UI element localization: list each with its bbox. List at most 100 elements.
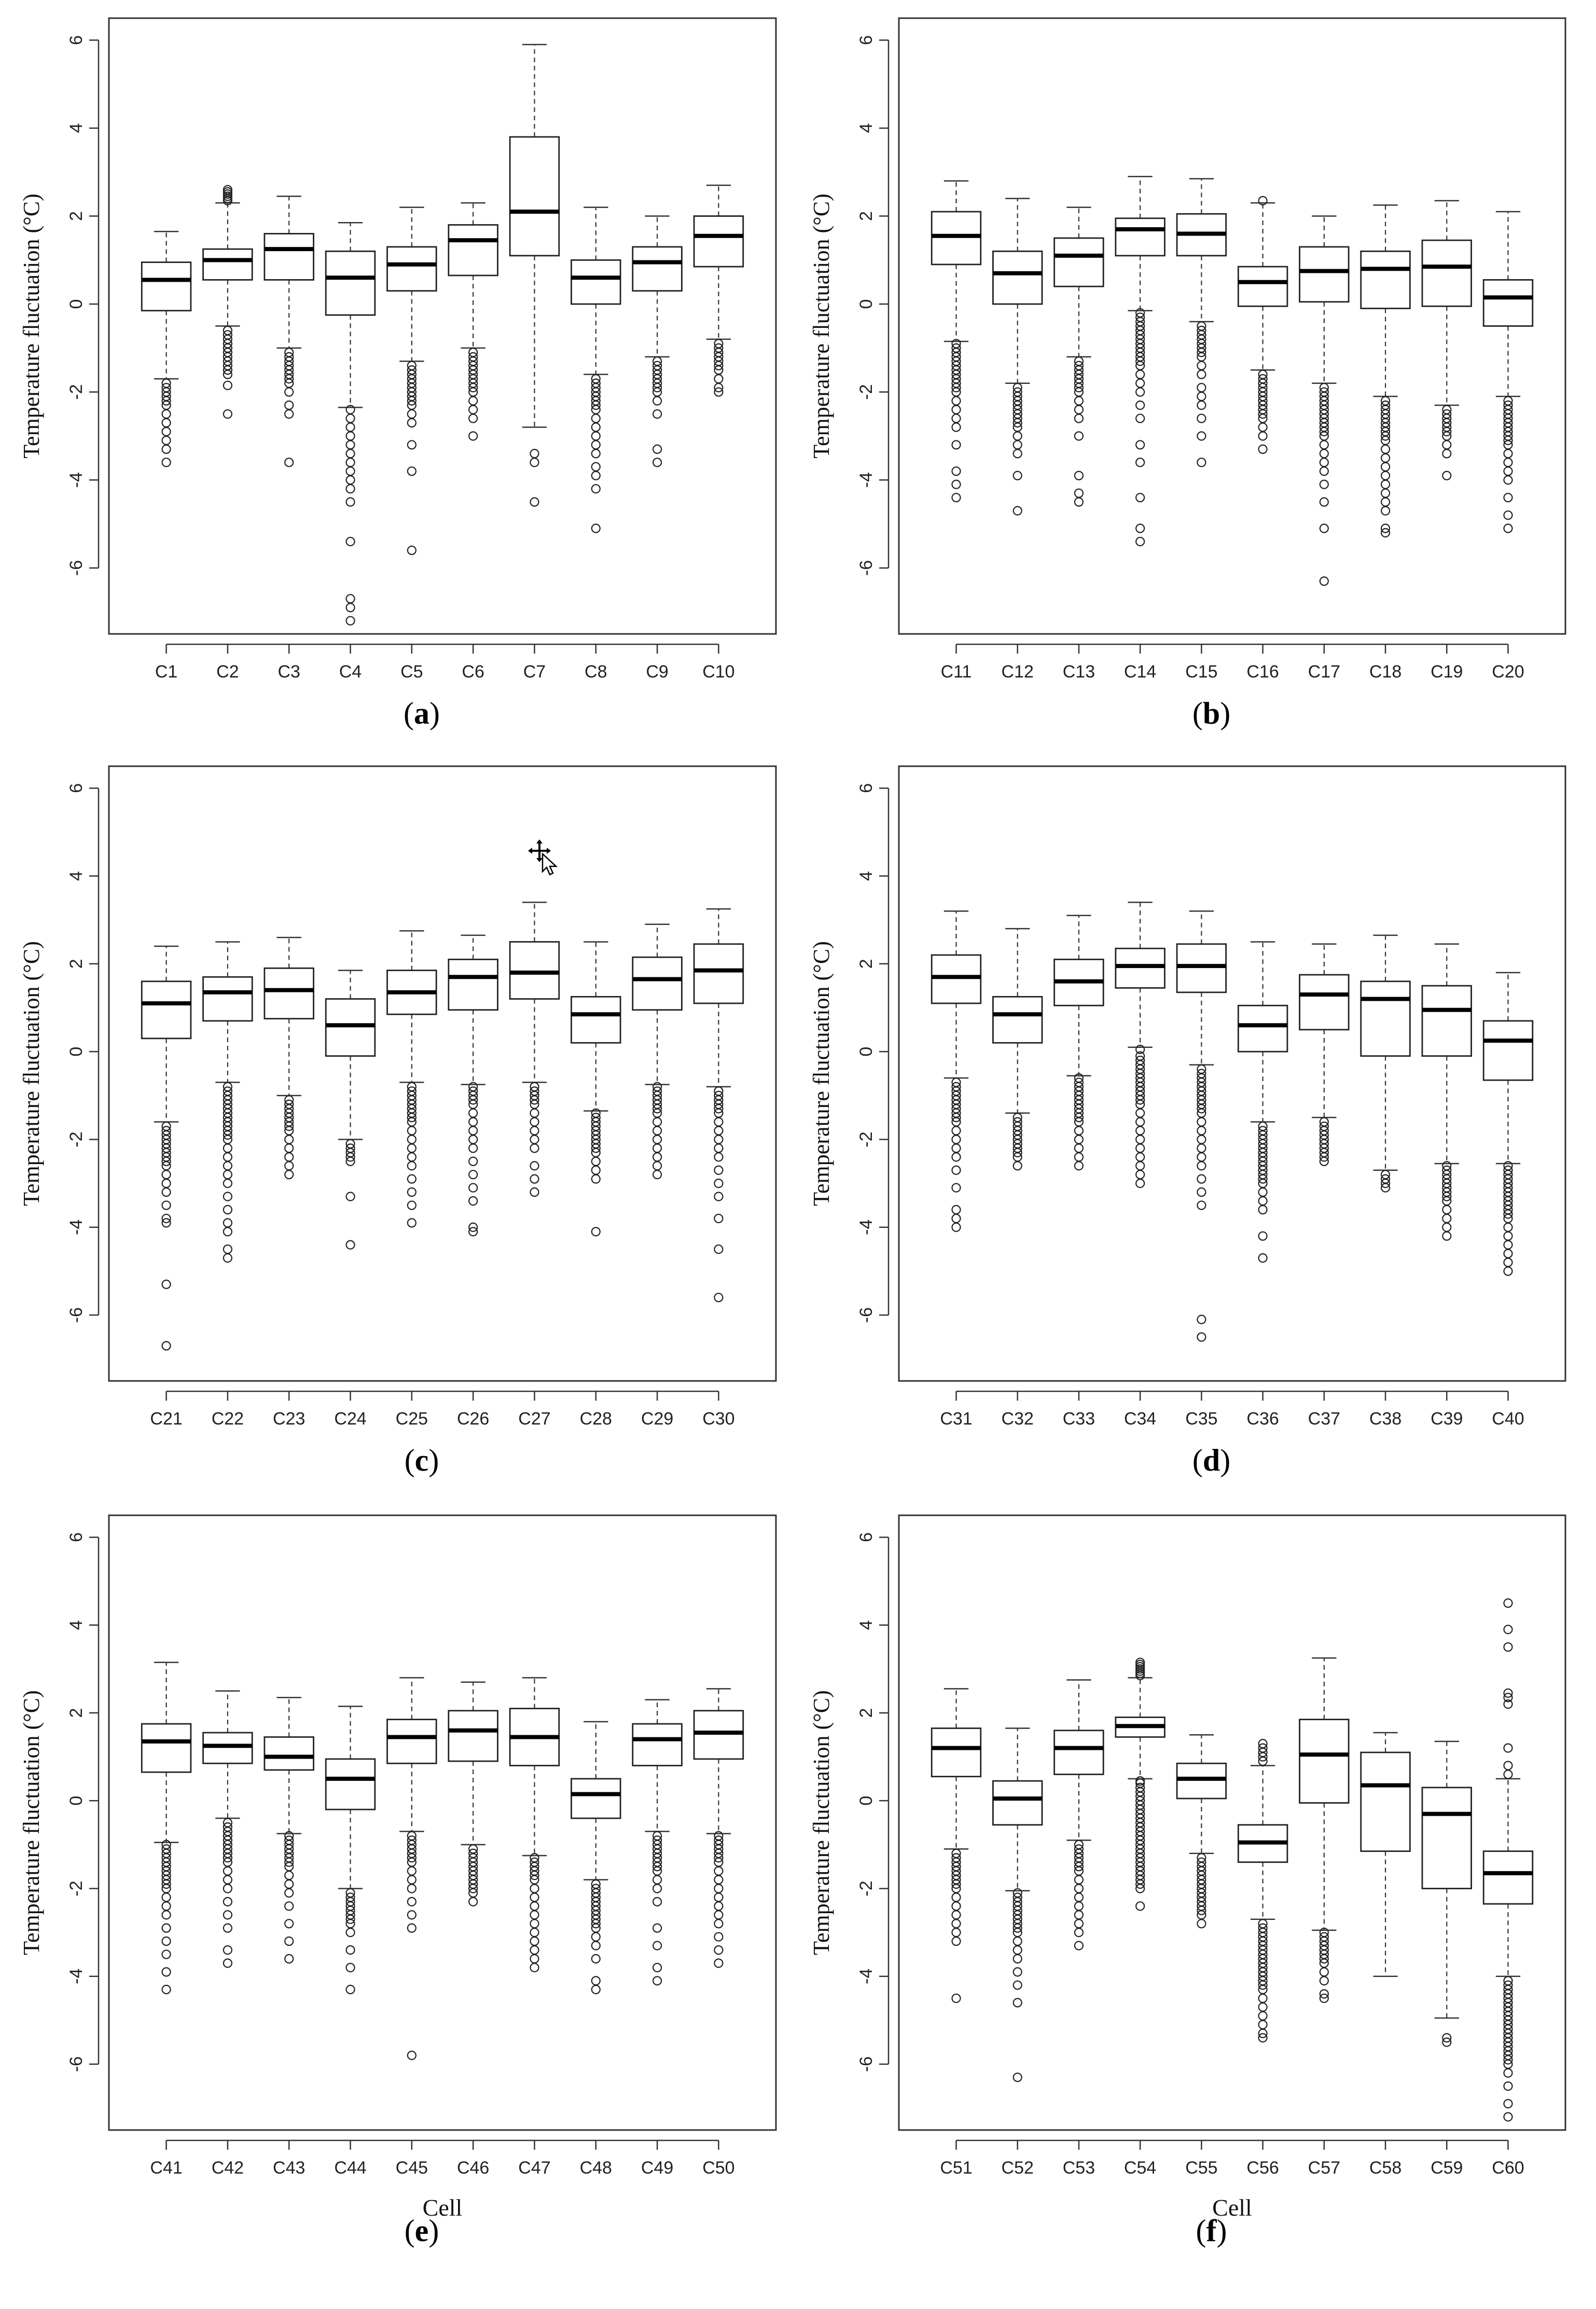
outlier-point <box>1503 1693 1513 1703</box>
outlier-point <box>714 1853 724 1863</box>
iqr-box <box>1482 279 1534 327</box>
outlier-point <box>591 1932 601 1942</box>
outlier-point <box>1135 1143 1145 1153</box>
outlier-point <box>1197 1104 1206 1114</box>
outlier-point <box>1380 497 1391 507</box>
iqr-box <box>931 954 982 1004</box>
outlier-point <box>1503 2112 1513 2122</box>
outlier-point <box>1012 1161 1022 1171</box>
outlier-point <box>1380 1179 1391 1188</box>
outlier-point <box>652 1976 662 1986</box>
outlier-point <box>284 1121 294 1131</box>
outlier-point <box>468 1222 478 1232</box>
outlier-point <box>951 1901 961 1911</box>
outlier-point <box>345 466 355 476</box>
outlier-point <box>223 1143 233 1153</box>
outlier-point <box>951 422 961 432</box>
x-tick-label-c38: C38 <box>1369 1409 1401 1429</box>
outlier-point <box>652 1923 662 1933</box>
box-c38 <box>1360 934 1411 1193</box>
x-tick-label-c9: C9 <box>646 662 668 682</box>
outlier-point <box>468 1227 478 1237</box>
outlier-point <box>530 1143 539 1153</box>
outlier-point <box>591 449 601 459</box>
outlier-point <box>345 449 355 459</box>
iqr-box <box>1053 1730 1104 1775</box>
outlier-point <box>1135 1117 1145 1127</box>
x-tick-label-c27: C27 <box>518 1409 550 1429</box>
outlier-point <box>161 1170 171 1180</box>
outlier-point <box>1503 1624 1513 1635</box>
outlier-point <box>714 1117 724 1127</box>
outlier-point <box>714 1919 724 1929</box>
outlier-point <box>1197 361 1206 370</box>
outlier-point <box>161 435 171 446</box>
outlier-point <box>345 1928 355 1938</box>
outlier-point <box>1503 1743 1513 1753</box>
outlier-point <box>161 1218 171 1228</box>
outlier-point <box>468 1897 478 1906</box>
iqr-box <box>992 1780 1043 1826</box>
outlier-point <box>223 1884 233 1893</box>
outlier-point <box>1319 1156 1329 1166</box>
outlier-point <box>1258 2002 1268 2012</box>
outlier-point <box>345 1192 355 1201</box>
outlier-point <box>1380 488 1391 498</box>
y-tick-label: -4 <box>856 1220 876 1235</box>
panel-c: 6 4 2 0 -2 -4 -6 Temperature fluctuation (°C) C2… <box>19 765 777 1477</box>
outlier-point <box>1503 449 1513 459</box>
y-tick-label: 4 <box>66 1620 86 1630</box>
outlier-point <box>1197 1117 1206 1127</box>
box-c1 <box>141 230 192 467</box>
box-c59 <box>1421 1740 1472 2047</box>
outlier-point <box>407 1143 417 1153</box>
outlier-point <box>530 458 539 467</box>
y-tick-label: 6 <box>66 35 86 45</box>
outlier-point <box>1503 435 1513 446</box>
outlier-point <box>1258 2033 1268 2043</box>
x-tick-label-c47: C47 <box>518 2158 550 2178</box>
x-tick-label-c8: C8 <box>585 662 607 682</box>
iqr-box <box>571 996 621 1044</box>
outlier-point <box>1135 378 1145 388</box>
iqr-box <box>1115 947 1165 989</box>
outlier-point <box>951 466 961 476</box>
outlier-point <box>468 1183 478 1193</box>
outlier-point <box>407 1923 417 1933</box>
outlier-point <box>591 523 601 533</box>
outlier-point <box>407 1152 417 1162</box>
outlier-point <box>407 1866 417 1876</box>
outlier-point <box>530 1884 539 1893</box>
panel-caption-a: (a) <box>404 696 440 730</box>
panel-caption-d: (d) <box>1192 1443 1230 1477</box>
outlier-point <box>714 1875 724 1885</box>
y-tick-label: 4 <box>66 871 86 881</box>
outlier-point <box>714 1165 724 1175</box>
iqr-box <box>693 943 744 1004</box>
outlier-point <box>1319 458 1329 467</box>
y-tick-label: 0 <box>856 1796 876 1806</box>
iqr-box <box>632 956 683 1011</box>
outlier-point <box>468 1884 478 1893</box>
y-tick-label: -4 <box>66 1969 86 1984</box>
x-tick-label-c14: C14 <box>1124 662 1156 682</box>
cursor-arrow <box>542 852 558 876</box>
outlier-point <box>1319 1152 1329 1162</box>
box-c13 <box>1053 206 1104 507</box>
outlier-point <box>1258 2011 1268 2021</box>
outlier-point <box>1135 387 1145 397</box>
box-c52 <box>992 1727 1043 2082</box>
outlier-point <box>345 603 355 613</box>
y-tick-label: 2 <box>66 1708 86 1718</box>
x-tick-label-c29: C29 <box>641 1409 673 1429</box>
outlier-point <box>951 493 961 503</box>
y-tick-label: 4 <box>66 123 86 133</box>
outlier-point <box>284 1143 294 1153</box>
y-axis-title: Temperature fluctuation (°C) <box>809 1690 834 1955</box>
outlier-point <box>652 1135 662 1144</box>
outlier-point <box>1319 497 1329 507</box>
outlier-point <box>652 1897 662 1906</box>
outlier-point <box>1197 1187 1206 1197</box>
outlier-point <box>1380 479 1391 489</box>
outlier-point <box>1442 2037 1452 2047</box>
